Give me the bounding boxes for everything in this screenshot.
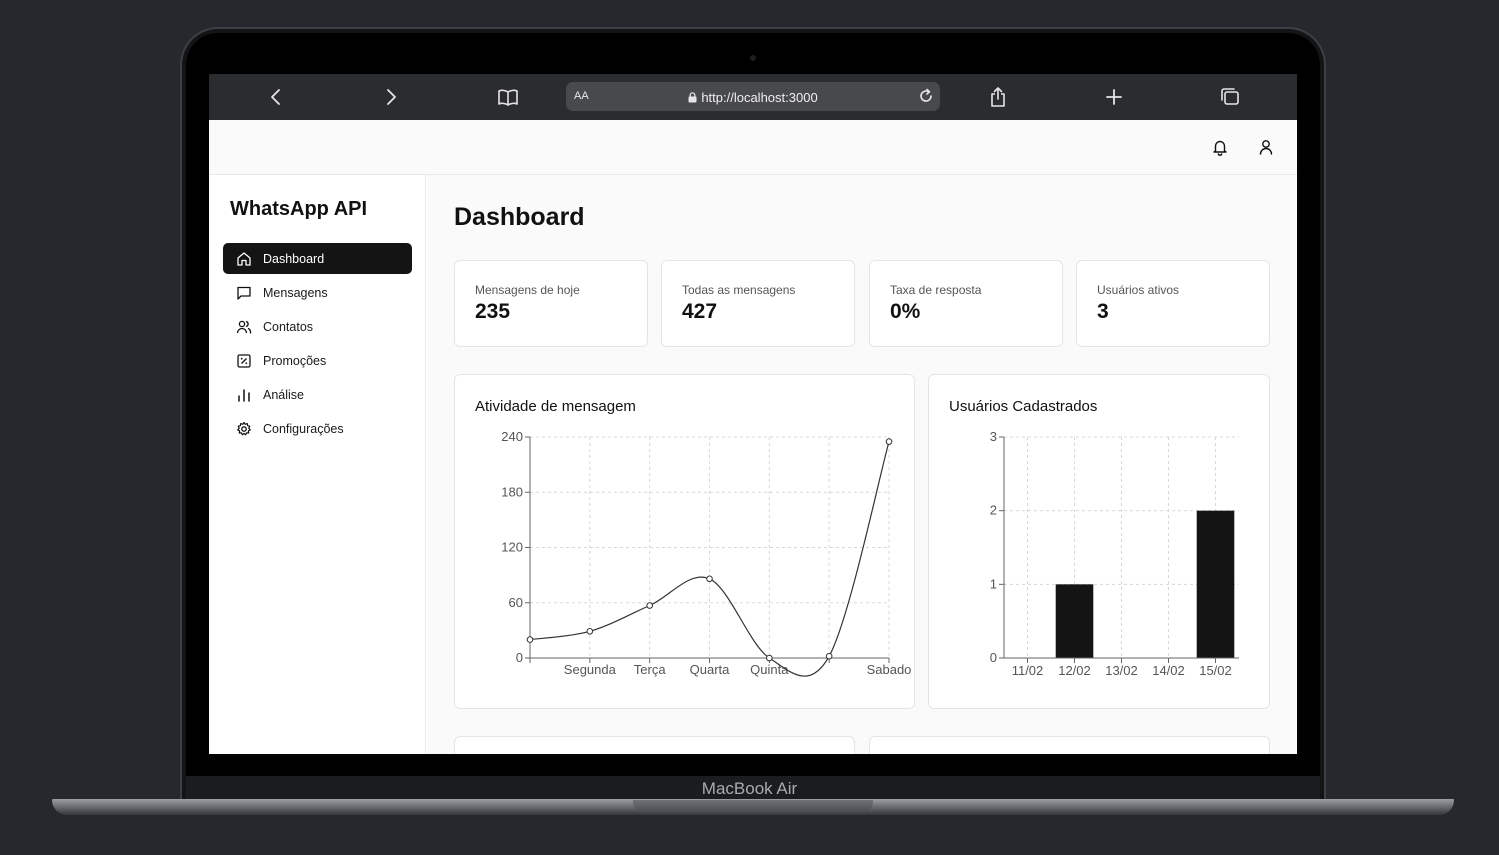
y-tick-label: 3 [990,429,997,444]
stat-value: 235 [475,300,511,323]
data-point [825,652,833,660]
sidebar-item-mensagens[interactable]: Mensagens [223,277,412,308]
y-tick-label: 2 [990,503,997,518]
y-tick-label: 240 [501,429,523,444]
y-tick-label: 0 [990,650,997,665]
home-icon [237,251,251,266]
x-tick-label: 12/02 [1058,663,1091,678]
user-icon[interactable] [1257,138,1275,156]
new-tab-icon[interactable] [1103,86,1125,108]
bar-chart: 0 1 2 3 11/02 12/02 13/02 14/02 15/02 [990,429,1239,678]
sidebar-item-analise[interactable]: Análise [223,379,412,410]
stat-label: Taxa de resposta [890,283,982,297]
sidebar-item-dashboard[interactable]: Dashboard [223,243,412,274]
y-tick-label: 180 [501,484,523,499]
data-point [646,602,653,609]
y-tick-label: 60 [509,595,523,610]
y-tick-label: 120 [501,540,523,555]
url-bar[interactable]: AA http://localhost:3000 [566,82,940,111]
data-point [885,438,893,445]
x-tick-label: 14/02 [1152,663,1185,678]
x-tick-label: Quarta [690,662,731,677]
stat-value: 0% [890,300,921,323]
card-placeholder [869,736,1270,754]
bar-chart-icon [238,388,250,402]
tabs-overview-icon[interactable] [1219,86,1241,108]
sidebar: WhatsApp API Dashboard Mensagens Contato… [209,175,426,754]
data-point [526,636,534,643]
bar [1196,510,1235,658]
stat-label: Todas as mensagens [682,283,796,297]
sidebar-item-label: Dashboard [263,251,325,266]
laptop-chin [186,776,1320,802]
screen: AA http://localhost:3000 WhatsApp API Da… [209,74,1297,754]
chart-card-usuarios: Usuários Cadastrados 0 1 2 3 11/02 12/02 13/02… [928,374,1270,709]
message-icon [237,286,251,300]
sidebar-item-label: Análise [263,387,304,402]
x-tick-label: 11/02 [1012,663,1044,678]
x-tick-label: Segunda [564,662,617,677]
x-tick-label: Quinta [750,662,789,677]
page-title: Dashboard [454,203,585,231]
data-point [766,654,773,662]
x-tick-label: 15/02 [1199,663,1232,678]
sidebar-item-label: Contatos [263,319,314,334]
device-label: MacBook Air [701,779,798,798]
data-point [706,575,713,583]
app-title: WhatsApp API [230,198,368,220]
sidebar-item-promocoes[interactable]: Promoções [223,345,412,376]
gear-icon [237,421,251,435]
y-tick-label: 0 [516,650,523,665]
sidebar-item-label: Configurações [263,421,344,436]
url-value: http://localhost:3000 [701,90,818,105]
x-tick-label: Sabado [867,662,912,677]
stat-card-todas-mensagens: Todas as mensagens 427 [661,260,855,347]
laptop-notch [633,800,873,812]
stat-value: 3 [1097,300,1109,323]
data-point [586,627,594,635]
users-icon [236,320,252,334]
stat-label: Usuários ativos [1097,283,1180,297]
sidebar-item-label: Promoções [263,353,327,368]
sidebar-nav: Dashboard Mensagens Contatos Promoções A… [223,243,412,447]
main-content: Dashboard Mensagens de hoje 235 Todas as… [427,175,1297,754]
y-tick-label: 1 [990,576,997,591]
stat-value: 427 [682,300,718,323]
x-tick-label: Terça [634,662,667,677]
share-icon[interactable] [987,86,1009,108]
reader-aa-button[interactable]: AA [574,90,589,102]
stat-label: Mensagens de hoje [475,283,580,297]
percent-icon [237,353,251,368]
browser-toolbar: AA http://localhost:3000 [209,74,1297,120]
bookmarks-icon[interactable] [497,86,519,108]
stat-card-taxa-resposta: Taxa de resposta 0% [869,260,1063,347]
stat-card-mensagens-hoje: Mensagens de hoje 235 [454,260,648,347]
sidebar-item-contatos[interactable]: Contatos [223,311,412,342]
stat-card-usuarios-ativos: Usuários ativos 3 [1076,260,1270,347]
line-chart: 0 60 120 180 240 Segunda Terça Quarta Quinta Saba… [501,429,912,677]
back-icon[interactable] [265,86,287,108]
bar [1055,584,1094,658]
bell-icon[interactable] [1211,138,1229,156]
forward-icon[interactable] [380,86,402,108]
camera-icon [750,55,756,61]
chart-card-atividade: Atividade de mensagem 0 60 120 180 240 Segund… [454,374,915,709]
x-tick-label: 13/02 [1105,663,1138,678]
series-line [529,441,890,677]
sidebar-item-label: Mensagens [263,285,328,300]
card-placeholder [454,736,855,754]
reload-icon[interactable] [917,87,935,105]
sidebar-item-configuracoes[interactable]: Configurações [223,413,412,444]
chart-title: Usuários Cadastrados [949,398,1098,415]
lock-icon [688,92,697,103]
app-header [209,120,1297,175]
chart-title: Atividade de mensagem [475,398,636,415]
url-text: http://localhost:3000 [566,90,940,105]
